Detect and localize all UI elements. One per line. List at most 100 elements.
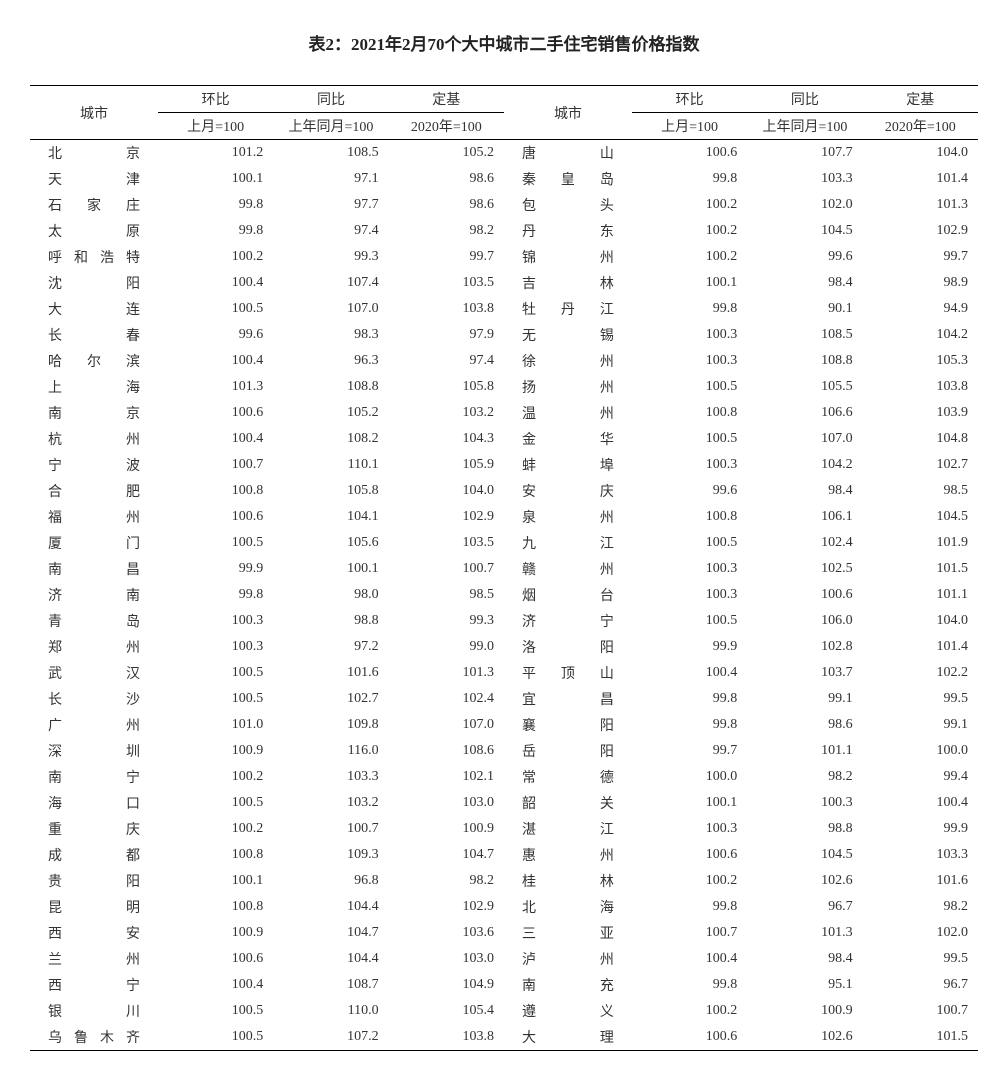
yoy-cell: 99.6: [747, 244, 862, 270]
yoy-cell: 98.3: [273, 322, 388, 348]
yoy-cell: 105.5: [747, 374, 862, 400]
yoy-cell: 103.3: [747, 166, 862, 192]
mom-cell: 100.4: [632, 946, 747, 972]
base-cell: 98.6: [389, 166, 504, 192]
city-cell: 泸州: [504, 946, 632, 972]
yoy-cell: 108.8: [747, 348, 862, 374]
base-cell: 104.0: [863, 608, 978, 634]
base-cell: 105.3: [863, 348, 978, 374]
base-cell: 102.9: [389, 894, 504, 920]
table-row: 沈阳100.4107.4103.5吉林100.198.498.9: [30, 270, 978, 296]
city-cell: 南宁: [30, 764, 158, 790]
mom-cell: 99.9: [632, 634, 747, 660]
base-cell: 101.4: [863, 634, 978, 660]
yoy-cell: 104.1: [273, 504, 388, 530]
yoy-cell: 110.1: [273, 452, 388, 478]
yoy-cell: 116.0: [273, 738, 388, 764]
mom-cell: 99.8: [632, 296, 747, 322]
base-cell: 104.5: [863, 504, 978, 530]
table-row: 福州100.6104.1102.9泉州100.8106.1104.5: [30, 504, 978, 530]
table-row: 厦门100.5105.6103.5九江100.5102.4101.9: [30, 530, 978, 556]
base-cell: 102.4: [389, 686, 504, 712]
mom-cell: 100.4: [158, 270, 273, 296]
city-cell: 天津: [30, 166, 158, 192]
base-cell: 103.6: [389, 920, 504, 946]
col-city-left: 城市: [30, 86, 158, 140]
table-row: 南京100.6105.2103.2温州100.8106.6103.9: [30, 400, 978, 426]
mom-cell: 100.3: [632, 816, 747, 842]
col-yoy-right: 同比: [747, 86, 862, 113]
mom-cell: 100.5: [632, 530, 747, 556]
mom-cell: 100.4: [158, 426, 273, 452]
yoy-cell: 96.7: [747, 894, 862, 920]
col-yoy-left: 同比: [273, 86, 388, 113]
city-cell: 吉林: [504, 270, 632, 296]
sub-base-right: 2020年=100: [863, 113, 978, 140]
yoy-cell: 98.4: [747, 946, 862, 972]
city-cell: 北海: [504, 894, 632, 920]
city-cell: 成都: [30, 842, 158, 868]
city-cell: 西宁: [30, 972, 158, 998]
table-row: 南宁100.2103.3102.1常德100.098.299.4: [30, 764, 978, 790]
table-row: 杭州100.4108.2104.3金华100.5107.0104.8: [30, 426, 978, 452]
base-cell: 98.5: [389, 582, 504, 608]
city-cell: 湛江: [504, 816, 632, 842]
city-cell: 石家庄: [30, 192, 158, 218]
mom-cell: 100.7: [632, 920, 747, 946]
yoy-cell: 102.0: [747, 192, 862, 218]
table-row: 宁波100.7110.1105.9蚌埠100.3104.2102.7: [30, 452, 978, 478]
mom-cell: 100.2: [632, 192, 747, 218]
city-cell: 合肥: [30, 478, 158, 504]
yoy-cell: 97.4: [273, 218, 388, 244]
table-row: 贵阳100.196.898.2桂林100.2102.6101.6: [30, 868, 978, 894]
mom-cell: 100.1: [158, 166, 273, 192]
city-cell: 洛阳: [504, 634, 632, 660]
base-cell: 104.2: [863, 322, 978, 348]
yoy-cell: 107.4: [273, 270, 388, 296]
city-cell: 蚌埠: [504, 452, 632, 478]
mom-cell: 99.6: [158, 322, 273, 348]
base-cell: 103.2: [389, 400, 504, 426]
yoy-cell: 106.6: [747, 400, 862, 426]
mom-cell: 100.2: [158, 816, 273, 842]
base-cell: 101.1: [863, 582, 978, 608]
mom-cell: 100.5: [158, 530, 273, 556]
table-head: 城市 环比 同比 定基 城市 环比 同比 定基 上月=100 上年同月=100 …: [30, 86, 978, 140]
mom-cell: 100.6: [158, 400, 273, 426]
city-cell: 大理: [504, 1024, 632, 1051]
base-cell: 97.9: [389, 322, 504, 348]
yoy-cell: 97.7: [273, 192, 388, 218]
city-cell: 牡丹江: [504, 296, 632, 322]
sub-yoy-right: 上年同月=100: [747, 113, 862, 140]
city-cell: 呼和浩特: [30, 244, 158, 270]
city-cell: 海口: [30, 790, 158, 816]
yoy-cell: 104.4: [273, 946, 388, 972]
base-cell: 99.7: [389, 244, 504, 270]
city-cell: 大连: [30, 296, 158, 322]
city-cell: 九江: [504, 530, 632, 556]
base-cell: 99.5: [863, 946, 978, 972]
table-row: 银川100.5110.0105.4遵义100.2100.9100.7: [30, 998, 978, 1024]
mom-cell: 100.0: [632, 764, 747, 790]
mom-cell: 100.3: [158, 634, 273, 660]
base-cell: 104.9: [389, 972, 504, 998]
city-cell: 北京: [30, 140, 158, 167]
table-row: 呼和浩特100.299.399.7锦州100.299.699.7: [30, 244, 978, 270]
mom-cell: 99.8: [158, 218, 273, 244]
base-cell: 103.8: [389, 296, 504, 322]
table-row: 武汉100.5101.6101.3平顶山100.4103.7102.2: [30, 660, 978, 686]
yoy-cell: 98.4: [747, 270, 862, 296]
base-cell: 101.3: [389, 660, 504, 686]
mom-cell: 100.3: [158, 608, 273, 634]
table-row: 广州101.0109.8107.0襄阳99.898.699.1: [30, 712, 978, 738]
yoy-cell: 102.7: [273, 686, 388, 712]
city-cell: 锦州: [504, 244, 632, 270]
table-row: 兰州100.6104.4103.0泸州100.498.499.5: [30, 946, 978, 972]
base-cell: 103.0: [389, 790, 504, 816]
base-cell: 100.7: [863, 998, 978, 1024]
table-title: 表2：2021年2月70个大中城市二手住宅销售价格指数: [30, 30, 978, 55]
yoy-cell: 90.1: [747, 296, 862, 322]
city-cell: 厦门: [30, 530, 158, 556]
table-row: 济南99.898.098.5烟台100.3100.6101.1: [30, 582, 978, 608]
city-cell: 广州: [30, 712, 158, 738]
